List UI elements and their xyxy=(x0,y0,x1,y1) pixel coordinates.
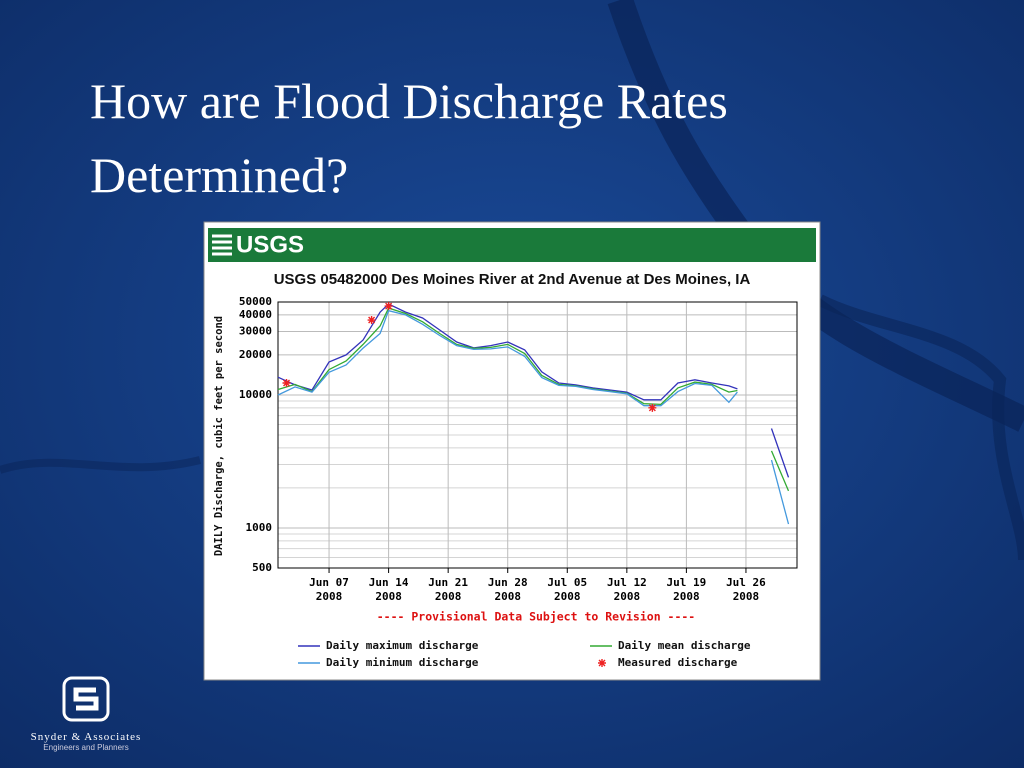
x-tick-label: Jul 12 2008 xyxy=(606,576,647,603)
legend-label: Daily maximum discharge xyxy=(326,639,479,652)
y-tick-label: 500 xyxy=(252,561,272,574)
legend-label: Daily minimum discharge xyxy=(326,656,479,669)
series-line xyxy=(277,307,790,492)
series-line xyxy=(277,309,790,525)
agency-logo: USGS xyxy=(236,231,304,258)
series-line xyxy=(277,303,790,478)
chart-title: USGS 05482000 Des Moines River at 2nd Av… xyxy=(274,271,751,288)
measured-point xyxy=(367,316,376,325)
river-shape xyxy=(817,294,1024,561)
x-tick-label: Jun 21 2008 xyxy=(428,576,469,603)
y-tick-label: 10000 xyxy=(239,388,272,401)
agency-banner xyxy=(208,228,816,262)
y-axis-label: DAILY Discharge, cubic feet per second xyxy=(213,316,225,556)
plot-frame xyxy=(277,301,798,569)
slide-title: How are Flood Discharge Rates Determined? xyxy=(90,73,728,203)
y-tick-label: 50000 xyxy=(239,295,272,308)
measured-point xyxy=(282,379,291,388)
legend-label: Measured discharge xyxy=(618,656,738,669)
x-tick-label: Jun 28 2008 xyxy=(487,576,528,603)
measured-point xyxy=(384,302,393,311)
x-tick-label: Jul 26 2008 xyxy=(726,576,766,603)
river-shape xyxy=(0,456,201,474)
logo-tagline: Engineers and Planners xyxy=(43,743,128,752)
y-tick-label: 40000 xyxy=(239,308,272,321)
measured-point xyxy=(648,403,657,412)
y-tick-label: 30000 xyxy=(239,325,272,338)
logo-icon xyxy=(62,676,110,722)
x-tick-label: Jun 14 2008 xyxy=(368,576,409,603)
x-tick-label: Jul 05 2008 xyxy=(547,576,588,603)
provisional-note: ---- Provisional Data Subject to Revisio… xyxy=(377,610,696,624)
agency-mark xyxy=(212,234,232,256)
x-tick-label: Jun 07 2008 xyxy=(309,576,349,603)
logo-name: Snyder & Associates xyxy=(31,731,142,743)
y-tick-label: 20000 xyxy=(239,348,272,361)
logo-icon xyxy=(73,687,99,711)
y-tick-label: 1000 xyxy=(246,521,273,534)
legend-label: Daily mean discharge xyxy=(618,639,751,652)
x-tick-label: Jul 19 2008 xyxy=(666,576,707,603)
legend-symbol xyxy=(598,659,606,667)
